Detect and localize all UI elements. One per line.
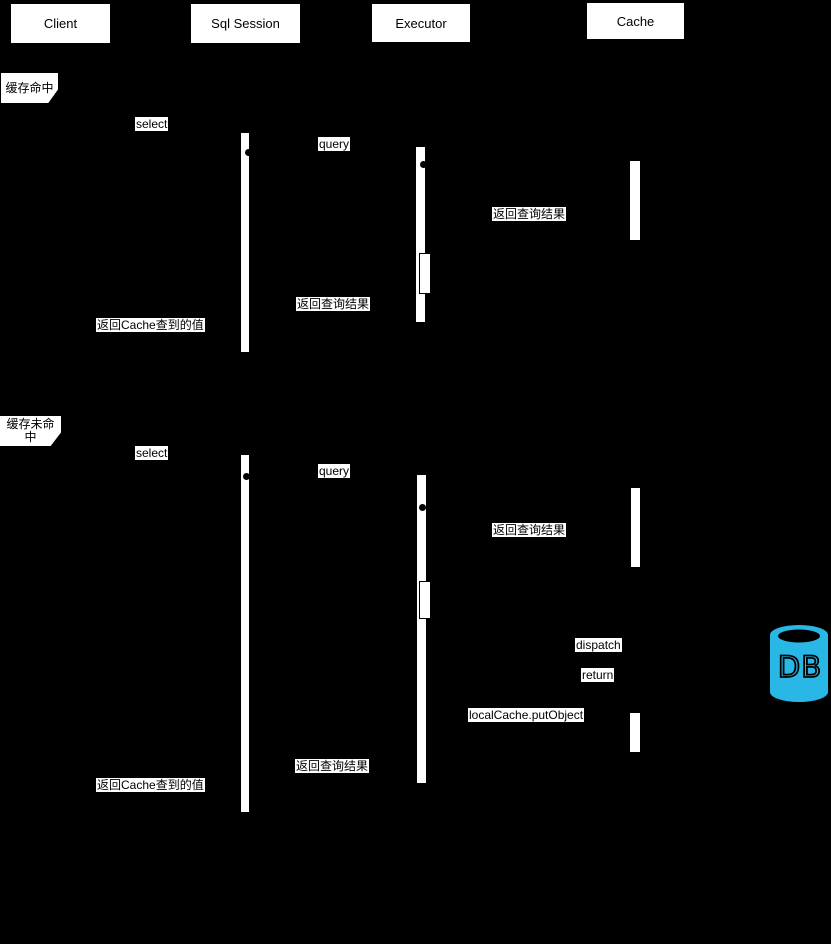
message-label-select-1: select [135, 117, 169, 131]
database-top-hole [778, 629, 820, 643]
participant-sql-session-box: Sql Session [191, 4, 300, 43]
message-label-return-cache-value-2: 返回Cache查到的值 [96, 778, 205, 792]
participant-executor-box: Executor [372, 4, 470, 42]
message-label-dispatch: dispatch [575, 638, 622, 652]
message-label-query-1: query [318, 137, 351, 151]
activation-bar-executor-2 [417, 475, 426, 783]
db-label: DB [778, 650, 822, 684]
arrow-start-dot-cache-call-2 [419, 504, 426, 511]
activation-bar-executor-2-nested [419, 581, 431, 619]
activation-bar-sql-session-1 [241, 133, 249, 352]
message-label-query-2: query [318, 464, 351, 478]
arrow-start-dot-cache-call-1 [420, 161, 427, 168]
database-cylinder-body [770, 625, 828, 702]
activation-bar-executor-1-nested [419, 253, 431, 294]
activation-bar-cache-2b [630, 713, 640, 752]
arrow-start-dot-query-2 [243, 473, 250, 480]
arrow-start-dot-query-1 [245, 149, 252, 156]
activation-bar-cache-2a [631, 488, 640, 567]
participant-client-box: Client [11, 4, 110, 43]
fragment-label-cache-miss: 缓存未命中 [0, 416, 61, 446]
message-label-return-query-result-sql-1: 返回查询结果 [296, 297, 371, 311]
message-label-localcache-putobject: localCache.putObject [468, 708, 585, 722]
message-label-return-query-result-cache-2: 返回查询结果 [492, 523, 567, 537]
database-icon: DB [770, 625, 828, 702]
activation-bar-sql-session-2 [241, 455, 249, 812]
message-label-return-cache-value-1: 返回Cache查到的值 [96, 318, 205, 332]
message-label-return: return [581, 668, 615, 682]
message-label-select-2: select [135, 446, 169, 460]
activation-bar-executor-1 [416, 147, 425, 322]
message-label-return-query-result-cache-1: 返回查询结果 [492, 207, 567, 221]
message-label-return-query-result-sql-2: 返回查询结果 [295, 759, 370, 773]
fragment-label-cache-hit: 缓存命中 [1, 73, 58, 103]
activation-bar-cache-1 [630, 161, 640, 240]
participant-cache-box: Cache [587, 3, 684, 39]
lifeline-client [60, 43, 61, 920]
lifeline-cache [635, 43, 636, 920]
